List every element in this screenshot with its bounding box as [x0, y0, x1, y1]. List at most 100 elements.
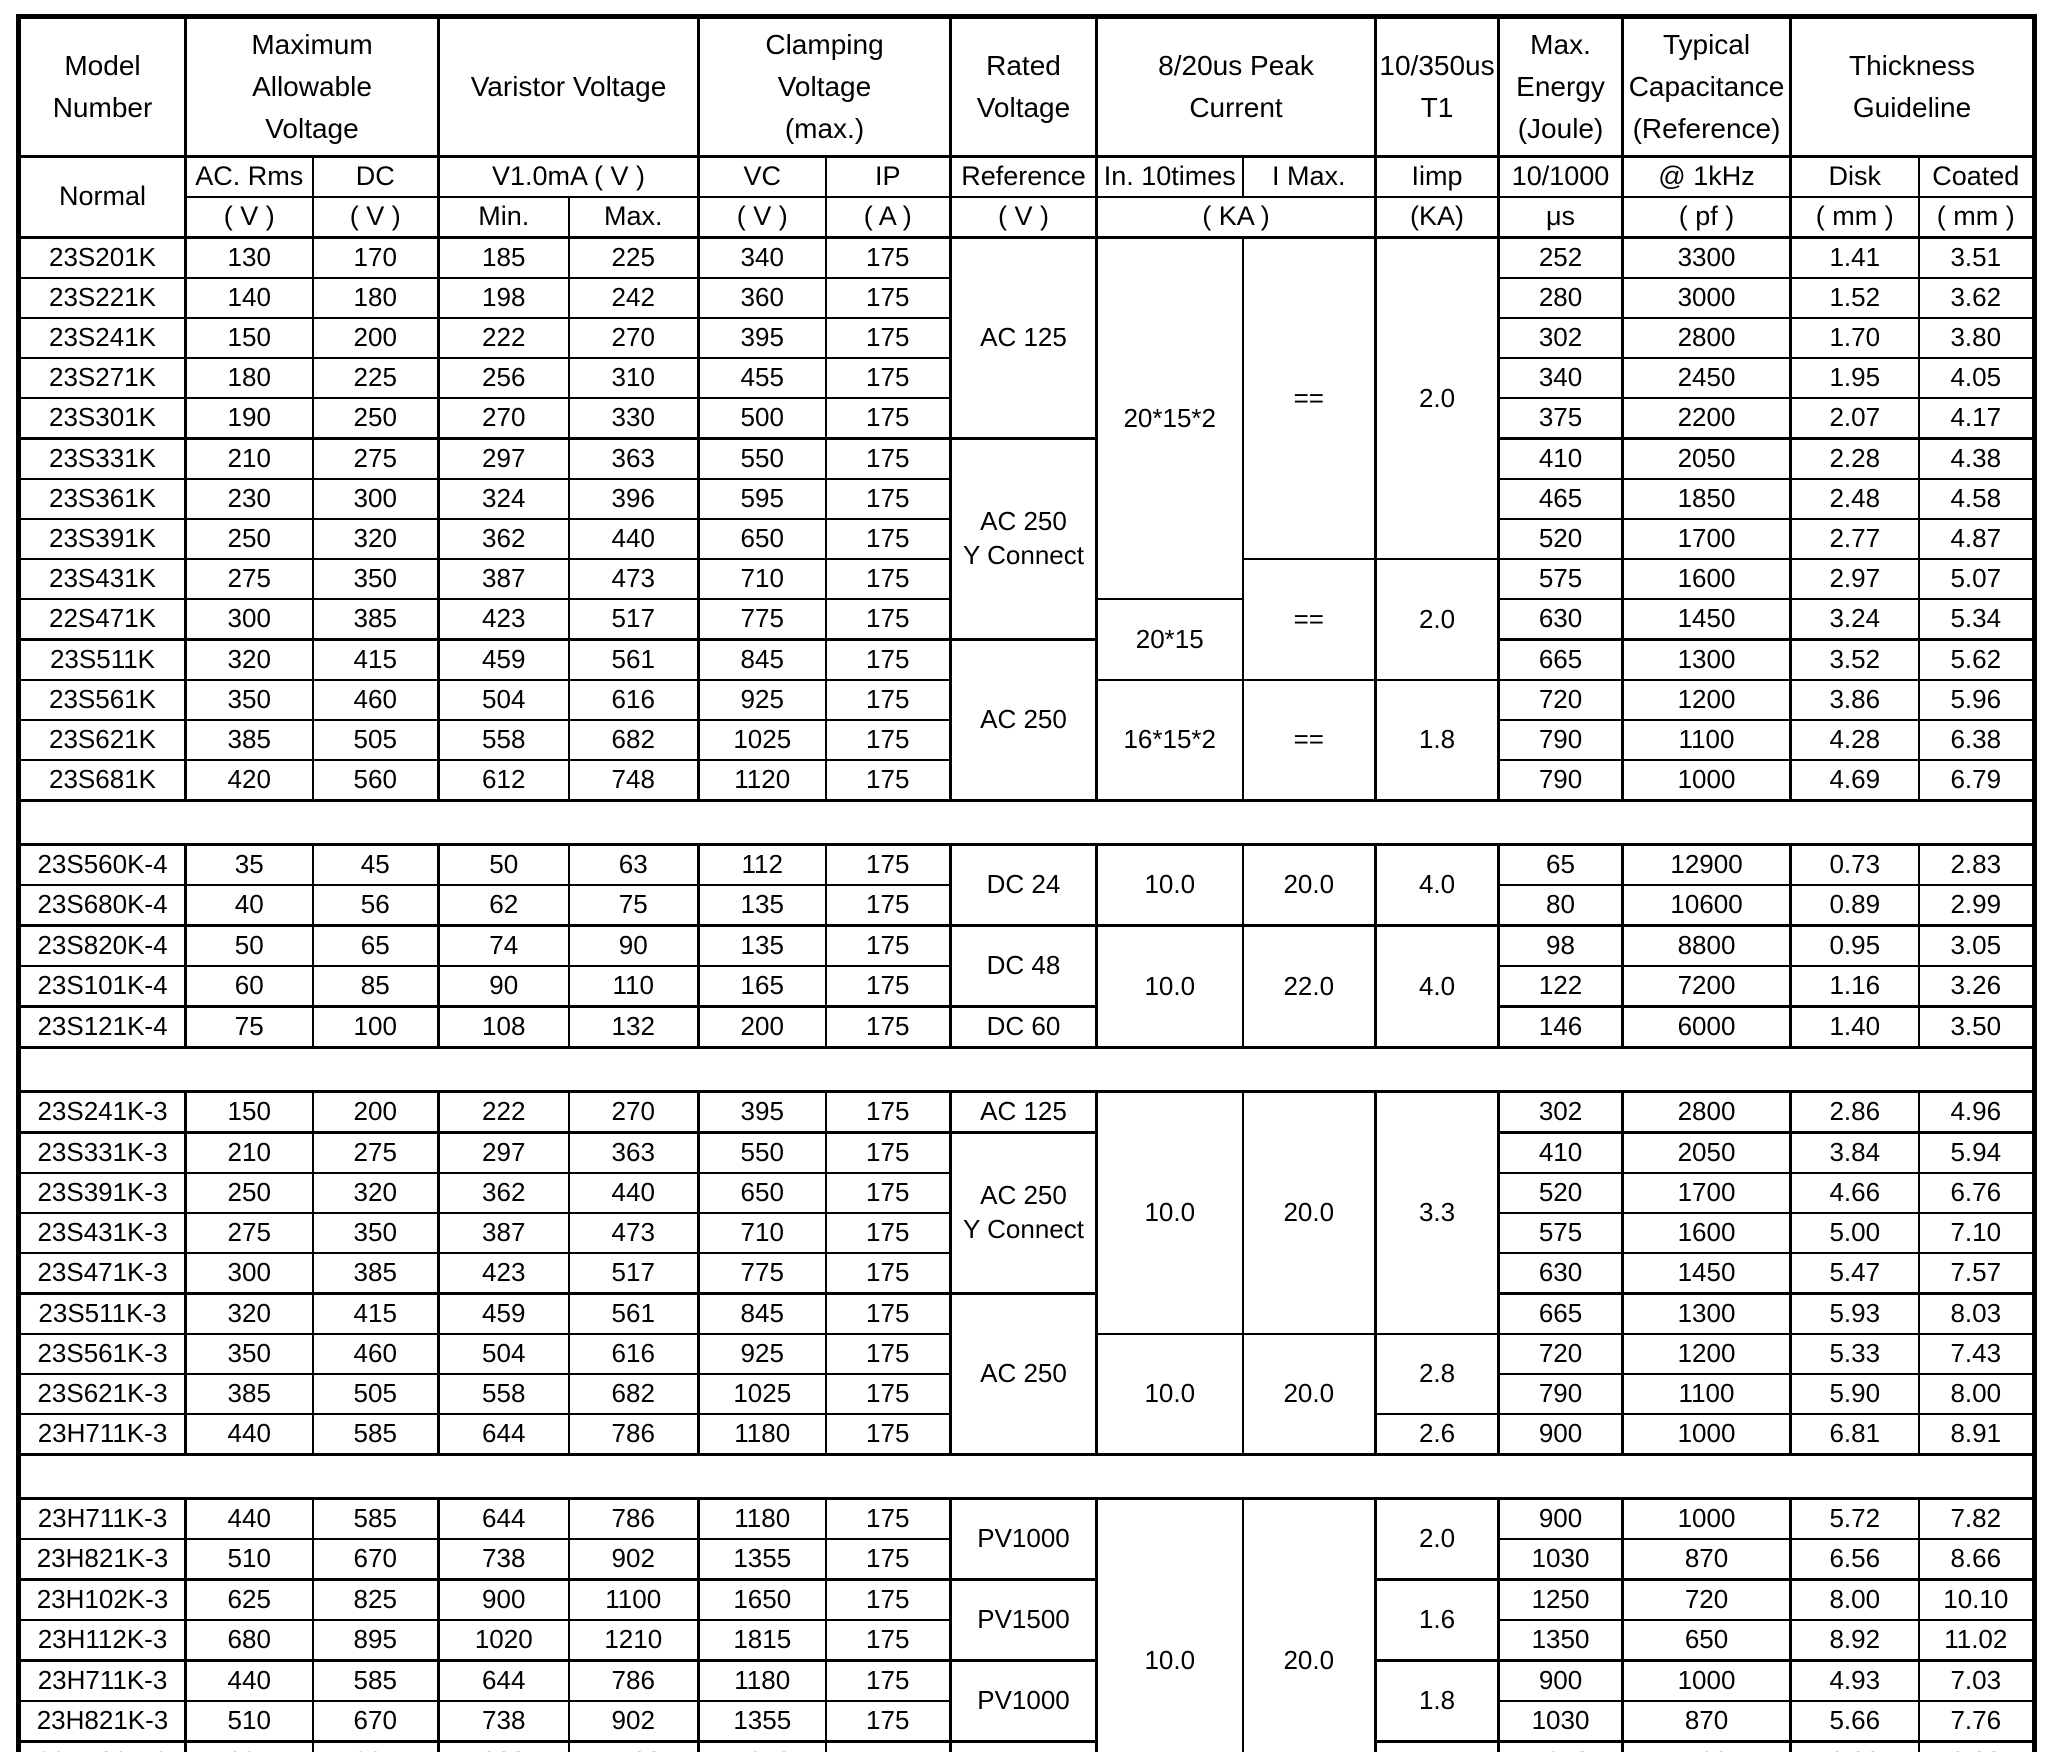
table-row: 23S331K 210 275 297 363 550 175 AC 250 Y Connec… — [17, 437, 2036, 641]
value-cell: 20*15 — [1095, 598, 1244, 681]
value-cell: 7.82 — [1917, 1497, 2036, 1540]
value-cell: 270 — [567, 317, 700, 359]
value-cell: 175 — [824, 719, 952, 761]
value-cell: AC 250 — [949, 1292, 1098, 1456]
value-cell: 222 — [437, 1090, 570, 1134]
header-cell: Clamping Voltage (max.) — [697, 15, 952, 158]
model-cell: 23S561K — [17, 679, 187, 721]
value-cell: 180 — [184, 357, 314, 399]
value-cell: 786 — [567, 1497, 700, 1540]
value-cell: 324 — [437, 478, 570, 520]
value-cell: 363 — [567, 437, 700, 480]
value-cell: 420 — [184, 759, 314, 802]
value-cell: 670 — [311, 1700, 440, 1743]
value-cell: 175 — [824, 965, 952, 1008]
value-cell: 3.50 — [1917, 1005, 2036, 1049]
value-cell: 720 — [1621, 1740, 1792, 1752]
table-row: 23H711K-3 440 585 644 786 1180 175 PV1000 1.8 900… — [17, 1659, 2036, 1743]
value-cell: 1250 — [1497, 1578, 1624, 1621]
value-cell: 180 — [311, 277, 440, 319]
value-cell: 465 — [1497, 478, 1624, 520]
value-cell: 340 — [697, 236, 827, 279]
value-cell: 8.00 — [1917, 1373, 2036, 1415]
value-cell: 505 — [311, 719, 440, 761]
value-cell: 2.99 — [1917, 884, 2036, 927]
header-cell: Normal — [17, 155, 187, 239]
value-cell: 110 — [567, 965, 700, 1008]
value-cell: 20*15*2 — [1095, 236, 1244, 600]
table-row: 23S331K-3 210 275 297 363 550 175 AC 250 Y Conn… — [17, 1131, 2036, 1295]
model-cell: 23S820K-4 — [17, 924, 187, 967]
header-cell: Min. — [437, 196, 570, 239]
header-cell: VC — [697, 155, 827, 198]
header-cell: ( mm ) — [1917, 196, 2036, 239]
value-cell: 2.28 — [1789, 437, 1920, 480]
model-cell: 23H711K-3 — [17, 1497, 187, 1540]
value-cell: 20.0 — [1241, 1333, 1377, 1456]
value-cell: 440 — [184, 1497, 314, 1540]
value-cell: 423 — [437, 598, 570, 641]
value-cell: 1600 — [1621, 1212, 1792, 1254]
model-cell: 23H102K-3 — [17, 1740, 187, 1752]
value-cell: 60 — [184, 965, 314, 1008]
table-row: 23H102K-3 625 825 900 1100 1650 175 PV1500 1.6 12… — [17, 1578, 2036, 1662]
value-cell: 1020 — [437, 1619, 570, 1662]
value-cell: 4.17 — [1917, 397, 2036, 440]
value-cell: 175 — [824, 518, 952, 560]
value-cell: 198 — [437, 277, 570, 319]
value-cell: 8.00 — [1789, 1578, 1920, 1621]
value-cell: 65 — [311, 924, 440, 967]
value-cell: 504 — [437, 1333, 570, 1375]
header-cell: Model Number — [17, 15, 187, 158]
header-cell: @ 1kHz — [1621, 155, 1792, 198]
value-cell: 925 — [697, 1333, 827, 1375]
value-cell: 320 — [184, 1292, 314, 1335]
value-cell: 575 — [1497, 558, 1624, 600]
spacer-row — [17, 1453, 2036, 1500]
table-row: 23S561K 350 460 504 616 925 175 16*15*2 == 1.8 720… — [17, 679, 2036, 802]
value-cell: 275 — [184, 558, 314, 600]
value-cell: 1100 — [1621, 1373, 1792, 1415]
header-cell: ( V ) — [697, 196, 827, 239]
value-cell: 175 — [824, 558, 952, 600]
value-cell: 1.8 — [1374, 679, 1500, 802]
value-cell: 1300 — [1621, 1292, 1792, 1335]
value-cell: DC 24 — [949, 843, 1098, 927]
value-cell: 242 — [567, 277, 700, 319]
value-cell: 1180 — [697, 1659, 827, 1702]
value-cell: 4.96 — [1917, 1090, 2036, 1134]
value-cell: 517 — [567, 598, 700, 641]
value-cell: 644 — [437, 1497, 570, 1540]
value-cell: 5.93 — [1789, 1292, 1920, 1335]
value-cell: 175 — [824, 1497, 952, 1540]
header-cell: Disk — [1789, 155, 1920, 198]
value-cell: 175 — [824, 679, 952, 721]
value-cell: 790 — [1497, 759, 1624, 802]
model-cell: 23S201K — [17, 236, 187, 279]
value-cell: 5.72 — [1789, 1497, 1920, 1540]
value-cell: 175 — [824, 1090, 952, 1134]
value-cell: 135 — [697, 924, 827, 967]
value-cell: 330 — [567, 397, 700, 440]
value-cell: 4.58 — [1917, 478, 2036, 520]
value-cell: 8.91 — [1917, 1413, 2036, 1456]
value-cell: AC 125 — [949, 236, 1098, 440]
value-cell: AC 250 — [949, 638, 1098, 802]
table-row: 23S241K 150 200 222 270 395 175 302 2800 1.70 3.80 — [17, 317, 2036, 359]
value-cell: 786 — [567, 1413, 700, 1456]
model-cell: 23S681K — [17, 759, 187, 802]
model-cell: 22S471K — [17, 598, 187, 641]
table-row: 23S511K 320 415 459 561 845 175 AC 250 665 1300 3.… — [17, 638, 2036, 802]
value-cell: 1.16 — [1789, 965, 1920, 1008]
value-cell: 4.05 — [1917, 357, 2036, 399]
table-body: Model Number Maximum Allowable Voltage Var… — [17, 15, 2036, 1752]
table-row: 23S301K 190 250 270 330 500 175 375 2200 2.07 4.17 — [17, 397, 2036, 440]
value-cell: == — [1241, 236, 1377, 560]
value-cell: 385 — [311, 1252, 440, 1295]
value-cell: PV1000 — [949, 1497, 1098, 1581]
value-cell: 6.56 — [1789, 1538, 1920, 1581]
value-cell: 4.93 — [1789, 1659, 1920, 1702]
header-row: Model Number Maximum Allowable Voltage Var… — [17, 15, 2036, 158]
table-row: 23H711K-3 440 585 644 786 1180 175 PV1000 10.0 20… — [17, 1497, 2036, 1752]
value-cell: 748 — [567, 759, 700, 802]
